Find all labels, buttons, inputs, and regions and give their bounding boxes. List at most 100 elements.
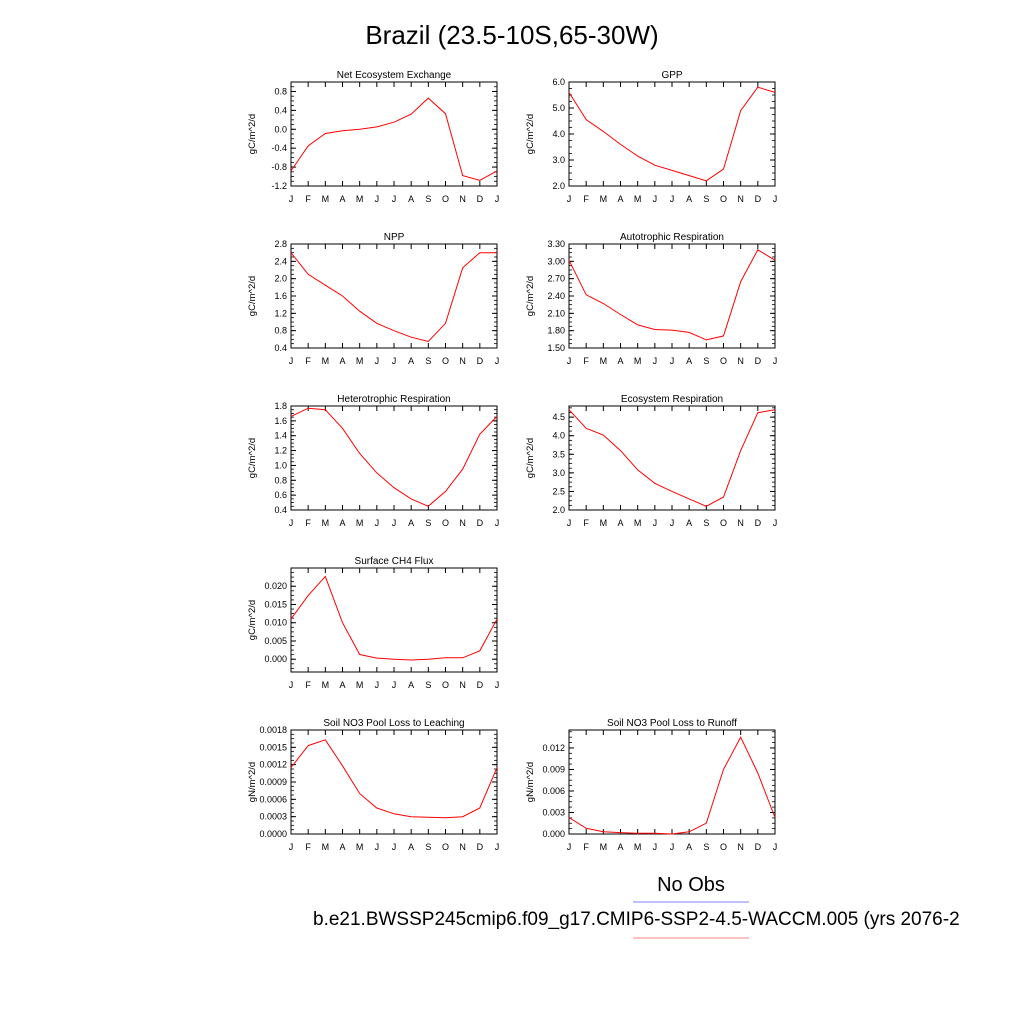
x-tick-label: F xyxy=(305,194,311,204)
series-line xyxy=(290,252,497,343)
x-tick-label: N xyxy=(737,356,744,366)
x-tick-label: M xyxy=(634,356,642,366)
x-tick-label: A xyxy=(617,194,623,204)
y-tick-label: 0.012 xyxy=(542,743,565,753)
x-tick-label: O xyxy=(442,842,449,852)
y-tick-label: 4.5 xyxy=(552,412,565,422)
x-tick-label: J xyxy=(495,680,500,690)
panel-title: Soil NO3 Pool Loss to Runoff xyxy=(607,718,737,729)
y-tick-label: 3.00 xyxy=(547,256,565,266)
x-tick-label: S xyxy=(703,842,709,852)
panel-title: Soil NO3 Pool Loss to Leaching xyxy=(323,718,464,729)
y-tick-label: 0.0015 xyxy=(259,742,287,752)
x-tick-label: F xyxy=(305,680,311,690)
y-tick-label: 1.6 xyxy=(274,291,287,301)
x-tick-label: D xyxy=(477,842,484,852)
x-tick-label: N xyxy=(737,194,744,204)
panel-title: Ecosystem Respiration xyxy=(621,394,723,405)
x-tick-label: D xyxy=(755,356,762,366)
y-tick-label: 1.0 xyxy=(274,460,287,470)
x-tick-label: S xyxy=(425,518,431,528)
y-axis-label: gN/m^2/d xyxy=(525,762,536,802)
y-tick-label: 0.003 xyxy=(542,807,565,817)
x-tick-label: O xyxy=(442,194,449,204)
y-tick-label: 0.6 xyxy=(274,490,287,500)
y-tick-label: 4.0 xyxy=(552,129,565,139)
y-tick-label: 0.4 xyxy=(274,105,287,115)
legend-label-no-obs: No Obs xyxy=(657,874,725,896)
y-tick-label: 0.0000 xyxy=(259,829,287,839)
x-tick-label: O xyxy=(720,842,727,852)
x-tick-label: J xyxy=(567,356,572,366)
panel-title: Heterotrophic Respiration xyxy=(337,394,450,405)
y-tick-label: 3.5 xyxy=(552,449,565,459)
x-tick-label: S xyxy=(703,356,709,366)
y-axis-label: gC/m^2/d xyxy=(525,438,536,478)
x-tick-label: O xyxy=(720,518,727,528)
y-axis-label: gC/m^2/d xyxy=(525,276,536,316)
x-tick-label: M xyxy=(600,842,608,852)
x-tick-label: M xyxy=(322,518,330,528)
x-tick-label: J xyxy=(567,518,572,528)
x-tick-label: F xyxy=(305,356,311,366)
x-tick-label: J xyxy=(495,194,500,204)
x-tick-label: A xyxy=(408,518,414,528)
x-tick-label: D xyxy=(477,356,484,366)
x-tick-label: S xyxy=(703,194,709,204)
x-tick-label: N xyxy=(459,356,466,366)
y-tick-label: 2.70 xyxy=(547,274,565,284)
plot-frame xyxy=(290,729,498,835)
x-tick-label: A xyxy=(408,194,414,204)
x-tick-label: J xyxy=(289,356,294,366)
y-tick-label: 4.0 xyxy=(552,431,565,441)
x-tick-label: J xyxy=(392,518,397,528)
y-tick-label: 2.0 xyxy=(552,181,565,191)
x-tick-label: N xyxy=(459,194,466,204)
y-axis-label: gC/m^2/d xyxy=(247,276,258,316)
y-tick-label: 0.000 xyxy=(264,654,287,664)
x-tick-label: J xyxy=(375,194,380,204)
y-axis-label: gN/m^2/d xyxy=(247,762,258,802)
x-tick-label: N xyxy=(459,518,466,528)
y-tick-label: -0.4 xyxy=(271,143,287,153)
x-tick-label: D xyxy=(755,194,762,204)
y-tick-label: 0.015 xyxy=(264,599,287,609)
x-tick-label: J xyxy=(773,518,778,528)
panel-title: Net Ecosystem Exchange xyxy=(337,70,452,81)
x-tick-label: J xyxy=(653,194,658,204)
x-tick-label: M xyxy=(322,194,330,204)
x-tick-label: J xyxy=(670,518,675,528)
x-tick-label: J xyxy=(375,518,380,528)
y-tick-label: 0.0006 xyxy=(259,794,287,804)
plot-frame xyxy=(290,81,498,187)
x-tick-label: J xyxy=(653,842,658,852)
x-tick-label: A xyxy=(686,842,692,852)
x-tick-label: M xyxy=(356,518,364,528)
series-line xyxy=(568,409,776,507)
y-tick-label: 0.0 xyxy=(274,124,287,134)
x-tick-label: F xyxy=(583,518,589,528)
x-tick-label: J xyxy=(392,194,397,204)
y-tick-label: -0.8 xyxy=(271,162,287,172)
x-tick-label: A xyxy=(408,680,414,690)
x-tick-label: M xyxy=(322,356,330,366)
x-tick-label: M xyxy=(634,518,642,528)
y-tick-label: 0.0009 xyxy=(259,777,287,787)
panel-title: Surface CH4 Flux xyxy=(355,556,434,567)
series-line xyxy=(290,575,498,661)
x-tick-label: A xyxy=(339,356,345,366)
y-tick-label: 1.6 xyxy=(274,416,287,426)
x-tick-label: J xyxy=(495,518,500,528)
x-tick-label: D xyxy=(755,518,762,528)
y-tick-label: 2.0 xyxy=(552,505,565,515)
x-tick-label: O xyxy=(442,356,449,366)
x-tick-label: J xyxy=(773,194,778,204)
y-tick-label: 0.006 xyxy=(542,786,565,796)
x-tick-label: F xyxy=(583,356,589,366)
x-tick-label: A xyxy=(339,518,345,528)
x-tick-label: A xyxy=(339,842,345,852)
x-tick-label: N xyxy=(459,842,466,852)
